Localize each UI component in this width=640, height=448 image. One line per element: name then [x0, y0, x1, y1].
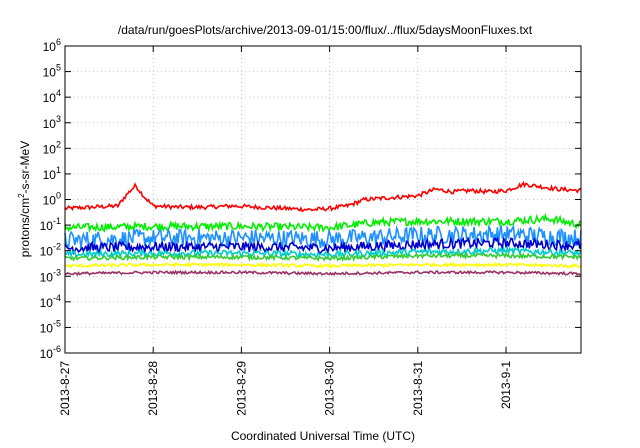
chart-title: /data/run/goesPlots/archive/2013-09-01/1…	[118, 23, 533, 37]
y-tick-label: 10-2	[40, 242, 61, 259]
y-tick-label: 10-3	[40, 267, 61, 284]
y-tick-exp: 1	[56, 165, 61, 175]
y-tick-base: 10	[40, 321, 54, 335]
y-axis-label-post: -s-sr-MeV	[18, 141, 32, 194]
y-tick-base: 10	[43, 40, 57, 54]
y-axis-label-sup: 2	[17, 193, 26, 198]
y-tick-base: 10	[40, 245, 54, 259]
y-tick-base: 10	[43, 194, 57, 208]
y-tick-label: 10-1	[40, 216, 61, 233]
y-tick-label: 103	[43, 114, 61, 131]
y-tick-base: 10	[43, 91, 57, 105]
y-tick-label: 104	[43, 88, 61, 105]
y-tick-label: 101	[43, 165, 61, 182]
y-tick-label: 10-4	[40, 293, 61, 310]
y-tick-exp: 6	[56, 37, 61, 47]
y-tick-base: 10	[43, 168, 57, 182]
x-tick-label: 2013-8-29	[234, 361, 248, 416]
x-axis-ticks: 2013-8-27 2013-8-28 2013-8-29 2013-8-30 2013…	[58, 46, 513, 416]
y-tick-label: 106	[43, 37, 61, 54]
y-tick-base: 10	[43, 66, 57, 80]
y-tick-exp: -4	[53, 293, 61, 303]
series-line	[64, 212, 582, 234]
x-tick-label: 2013-8-30	[323, 361, 337, 416]
y-tick-label: 10-5	[40, 318, 61, 335]
series-group	[64, 180, 582, 277]
y-tick-exp: 0	[56, 191, 61, 201]
series-line	[64, 244, 582, 260]
y-tick-exp: -5	[53, 318, 61, 328]
grid	[65, 46, 581, 353]
x-tick-label: 2013-8-27	[58, 361, 72, 416]
y-tick-base: 10	[40, 296, 54, 310]
series-line	[64, 236, 582, 255]
series-line	[64, 180, 582, 213]
y-axis-label: protons/cm2-s-sr-MeV	[17, 141, 32, 257]
y-tick-base: 10	[43, 142, 57, 156]
y-tick-exp: 2	[56, 139, 61, 149]
y-axis-ticks: 10-610-510-410-310-210-11001011021031041…	[40, 37, 581, 361]
y-tick-exp: -3	[53, 267, 61, 277]
y-tick-label: 10-6	[40, 344, 61, 361]
y-tick-base: 10	[40, 347, 54, 361]
y-tick-exp: -1	[53, 216, 61, 226]
y-tick-exp: 5	[56, 63, 61, 73]
x-axis-label: Coordinated Universal Time (UTC)	[231, 429, 415, 443]
y-tick-label: 105	[43, 63, 61, 80]
series-line	[64, 269, 581, 277]
y-tick-base: 10	[43, 117, 57, 131]
x-tick-label: 2013-9-1	[499, 361, 513, 409]
y-tick-base: 10	[40, 270, 54, 284]
x-tick-label: 2013-8-28	[146, 361, 160, 416]
series-line	[64, 223, 582, 251]
x-tick-label: 2013-8-31	[411, 361, 425, 416]
y-tick-label: 102	[43, 139, 61, 156]
series-line	[64, 251, 582, 263]
series-line	[64, 261, 582, 269]
y-tick-exp: -2	[53, 242, 61, 252]
y-tick-exp: 3	[56, 114, 61, 124]
y-axis-label-pre: protons/cm	[18, 198, 32, 257]
y-tick-exp: 4	[56, 88, 61, 98]
plot-frame	[64, 45, 582, 354]
y-tick-label: 100	[43, 191, 61, 208]
y-tick-base: 10	[40, 219, 54, 233]
y-tick-exp: -6	[53, 344, 61, 354]
